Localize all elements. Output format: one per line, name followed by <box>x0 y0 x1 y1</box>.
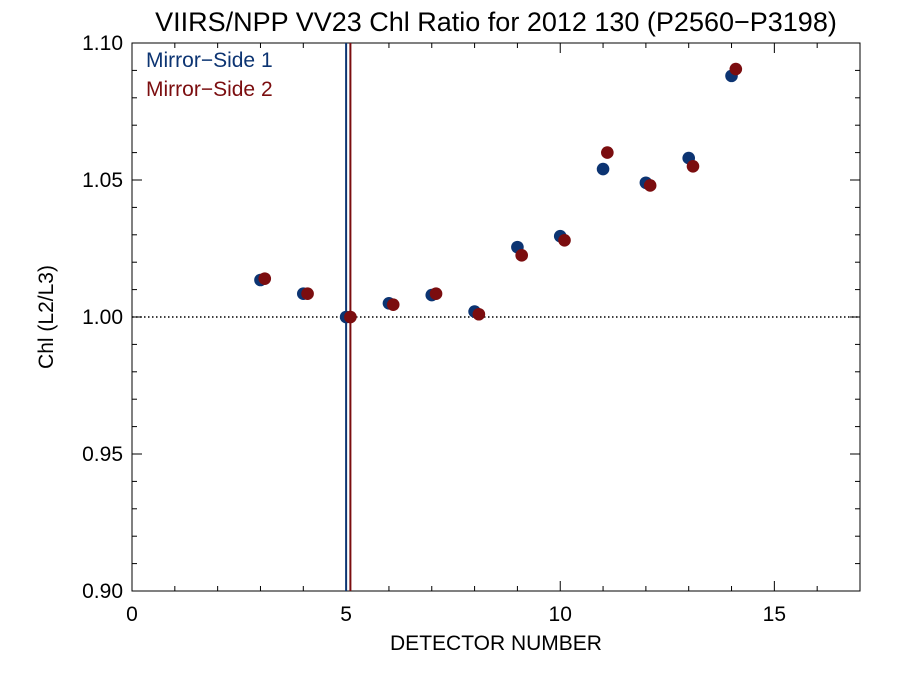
plot-area <box>131 42 861 592</box>
series-2-point <box>601 146 614 159</box>
legend-entry-mirror-side-2: Mirror−Side 2 <box>146 78 273 101</box>
legend: Mirror−Side 1 Mirror−Side 2 <box>146 49 273 101</box>
legend-entry-mirror-side-1: Mirror−Side 1 <box>146 49 273 72</box>
y-tick-label: 1.10 <box>82 32 123 55</box>
y-axis-label: Chl (L2/L3) <box>35 265 58 369</box>
chart-title: VIIRS/NPP VV23 Chl Ratio for 2012 130 (P… <box>155 7 837 37</box>
x-axis-tick-labels: 0 5 10 15 <box>126 603 786 626</box>
y-tick-label: 1.00 <box>82 306 123 329</box>
series-2-point <box>429 287 443 301</box>
y-tick-label: 0.95 <box>82 443 123 466</box>
series-2-point <box>344 310 357 324</box>
series-2-point <box>472 307 486 321</box>
series-2-point <box>558 233 571 247</box>
x-tick-label: 5 <box>340 603 352 626</box>
series-2-point <box>515 249 528 262</box>
series-2-point <box>301 287 314 301</box>
x-tick-label: 10 <box>549 603 572 626</box>
series-1-point <box>596 162 610 176</box>
y-tick-label: 1.05 <box>82 169 123 192</box>
x-tick-label: 15 <box>763 603 786 626</box>
x-tick-label: 0 <box>126 603 138 626</box>
data-points <box>254 62 743 324</box>
y-axis-tick-labels: 0.90 0.95 1.00 1.05 1.10 <box>82 32 123 603</box>
series-2-point <box>258 272 272 285</box>
series-2-point <box>386 298 400 311</box>
series-2-point <box>686 160 700 173</box>
y-tick-label: 0.90 <box>82 580 123 603</box>
x-axis-label: DETECTOR NUMBER <box>390 632 602 655</box>
series-2-point <box>643 179 657 192</box>
series-2-point <box>729 62 743 76</box>
